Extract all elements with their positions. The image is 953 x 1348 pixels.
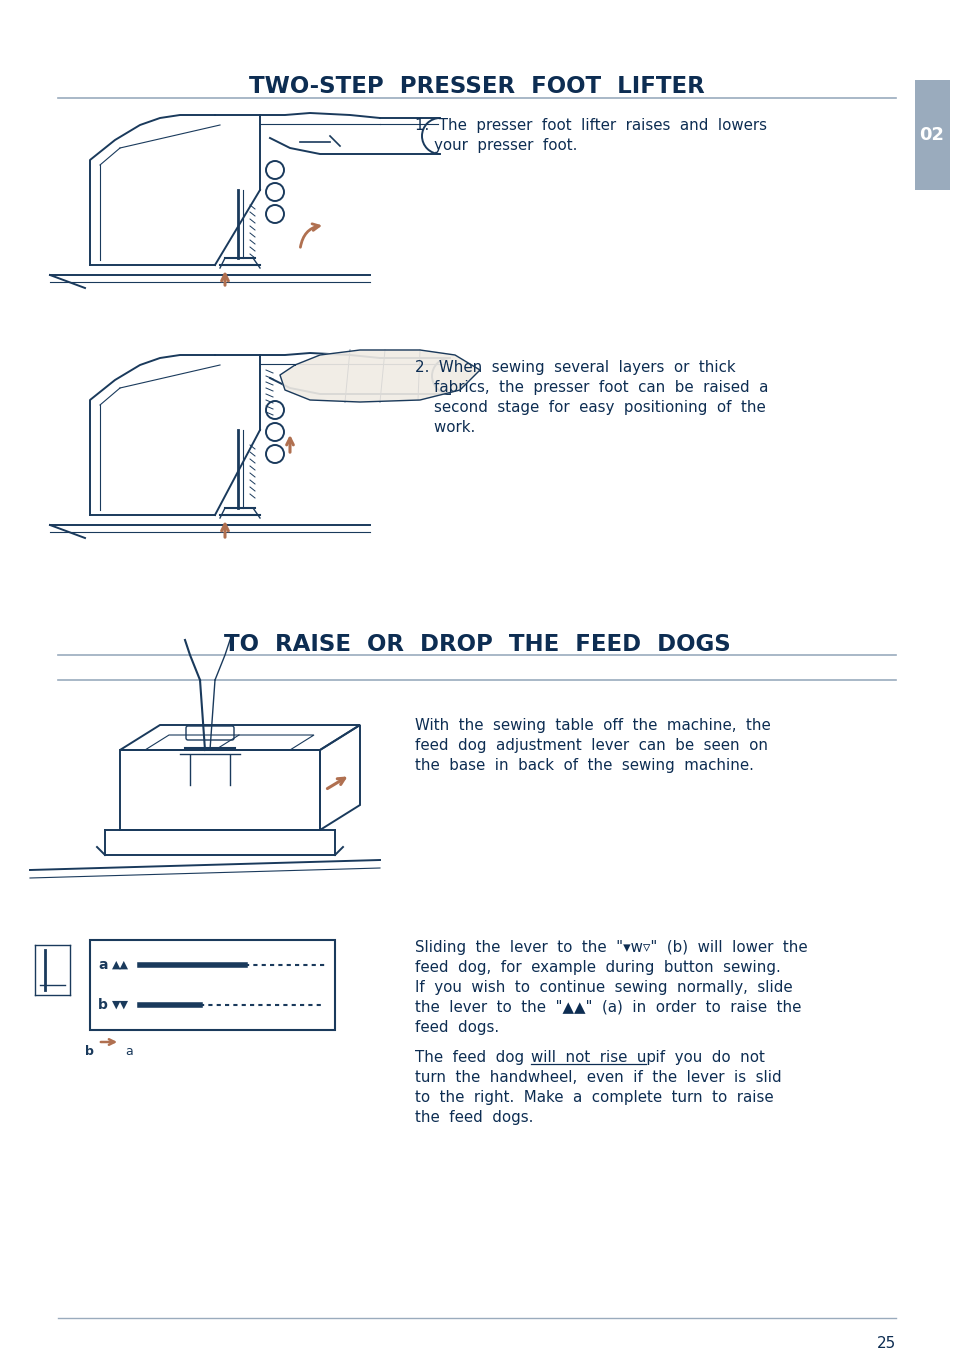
Text: With  the  sewing  table  off  the  machine,  the: With the sewing table off the machine, t… [415,718,770,733]
Text: the  feed  dogs.: the feed dogs. [415,1109,533,1126]
Text: TO  RAISE  OR  DROP  THE  FEED  DOGS: TO RAISE OR DROP THE FEED DOGS [223,634,730,656]
Text: 1.  The  presser  foot  lifter  raises  and  lowers: 1. The presser foot lifter raises and lo… [415,119,766,133]
Text: if  you  do  not: if you do not [645,1050,764,1065]
Text: feed  dog  adjustment  lever  can  be  seen  on: feed dog adjustment lever can be seen on [415,737,767,754]
Bar [90,940,335,1030]
Text: the  lever  to  the  "▲▲"  (a)  in  order  to  raise  the: the lever to the "▲▲" (a) in order to ra… [415,1000,801,1015]
Text: b: b [85,1045,93,1058]
Text: a: a [98,958,108,972]
Text: 25: 25 [876,1336,895,1348]
Text: fabrics,  the  presser  foot  can  be  raised  a: fabrics, the presser foot can be raised … [415,380,767,395]
Text: will  not  rise  up: will not rise up [531,1050,656,1065]
Text: the  base  in  back  of  the  sewing  machine.: the base in back of the sewing machine. [415,758,753,772]
Text: ▼▼: ▼▼ [112,1000,129,1010]
Text: TWO-STEP  PRESSER  FOOT  LIFTER: TWO-STEP PRESSER FOOT LIFTER [249,75,704,98]
Text: feed  dog,  for  example  during  button  sewing.: feed dog, for example during button sewi… [415,960,780,975]
Text: Sliding  the  lever  to  the  "▾w▿"  (b)  will  lower  the: Sliding the lever to the "▾w▿" (b) will … [415,940,807,954]
Text: 2.  When  sewing  several  layers  or  thick: 2. When sewing several layers or thick [415,360,735,375]
Text: b: b [98,998,108,1012]
Text: ▲▲: ▲▲ [112,960,129,971]
Text: your  presser  foot.: your presser foot. [415,137,577,154]
Text: second  stage  for  easy  positioning  of  the: second stage for easy positioning of the [415,400,765,415]
Text: a: a [125,1045,132,1058]
Text: work.: work. [415,421,475,435]
Text: turn  the  handwheel,  even  if  the  lever  is  slid: turn the handwheel, even if the lever is… [415,1070,781,1085]
Polygon shape [280,350,479,402]
Text: If  you  wish  to  continue  sewing  normally,  slide: If you wish to continue sewing normally,… [415,980,792,995]
Text: The  feed  dog: The feed dog [415,1050,533,1065]
Text: feed  dogs.: feed dogs. [415,1020,498,1035]
Text: 02: 02 [919,125,943,144]
Bar [914,80,949,190]
Text: to  the  right.  Make  a  complete  turn  to  raise: to the right. Make a complete turn to ra… [415,1091,773,1105]
